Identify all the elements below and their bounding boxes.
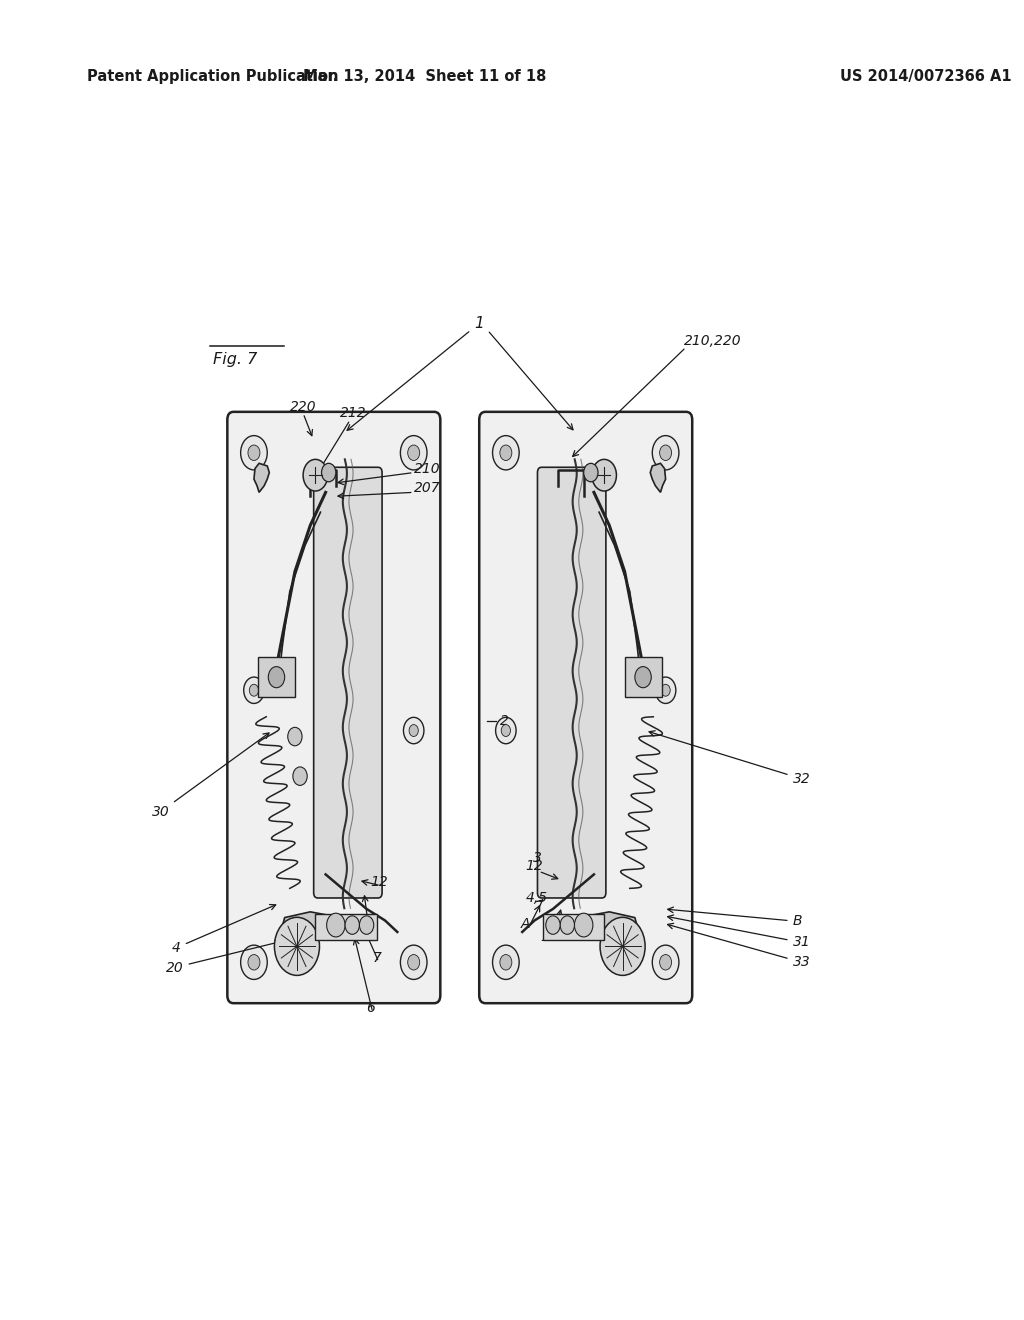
Circle shape — [600, 917, 645, 975]
Text: 1: 1 — [474, 315, 484, 331]
Circle shape — [659, 954, 672, 970]
Circle shape — [244, 677, 264, 704]
Polygon shape — [283, 912, 331, 937]
Circle shape — [500, 954, 512, 970]
Text: 20: 20 — [166, 940, 281, 974]
Circle shape — [403, 717, 424, 743]
Text: 12: 12 — [525, 859, 544, 873]
Text: 210: 210 — [414, 462, 440, 475]
FancyBboxPatch shape — [313, 467, 382, 898]
Circle shape — [322, 463, 336, 482]
Circle shape — [268, 667, 285, 688]
Circle shape — [345, 916, 359, 935]
Circle shape — [546, 916, 560, 935]
Circle shape — [652, 436, 679, 470]
Circle shape — [248, 954, 260, 970]
Text: 207: 207 — [414, 482, 440, 495]
Text: 11: 11 — [540, 931, 558, 944]
Text: 7: 7 — [373, 952, 381, 965]
Circle shape — [400, 945, 427, 979]
Circle shape — [635, 667, 651, 688]
Circle shape — [493, 436, 519, 470]
Circle shape — [288, 727, 302, 746]
Circle shape — [662, 684, 670, 696]
Circle shape — [655, 677, 676, 704]
Bar — [258, 657, 295, 697]
Text: 33: 33 — [668, 923, 810, 969]
Circle shape — [241, 945, 267, 979]
Text: 2: 2 — [500, 714, 509, 727]
Circle shape — [592, 459, 616, 491]
Circle shape — [409, 725, 419, 737]
Circle shape — [408, 445, 420, 461]
Text: 31: 31 — [668, 915, 810, 949]
Circle shape — [652, 945, 679, 979]
Text: 12: 12 — [370, 875, 388, 888]
Bar — [315, 913, 377, 940]
Circle shape — [293, 767, 307, 785]
Circle shape — [241, 436, 267, 470]
Text: 30: 30 — [152, 733, 269, 818]
Circle shape — [493, 945, 519, 979]
Circle shape — [303, 459, 328, 491]
Text: 220: 220 — [290, 400, 316, 413]
Text: 4: 4 — [172, 904, 275, 954]
Text: B: B — [668, 907, 802, 928]
Circle shape — [408, 954, 420, 970]
Circle shape — [496, 717, 516, 743]
Text: Mar. 13, 2014  Sheet 11 of 18: Mar. 13, 2014 Sheet 11 of 18 — [303, 69, 547, 84]
Circle shape — [560, 916, 574, 935]
Circle shape — [248, 445, 260, 461]
Text: 3: 3 — [532, 851, 542, 865]
Circle shape — [274, 917, 319, 975]
FancyBboxPatch shape — [227, 412, 440, 1003]
Text: 6: 6 — [367, 1002, 375, 1015]
Bar — [543, 913, 604, 940]
Text: 32: 32 — [649, 731, 810, 785]
Text: Patent Application Publication: Patent Application Publication — [87, 69, 339, 84]
Circle shape — [359, 916, 374, 935]
FancyBboxPatch shape — [538, 467, 606, 898]
Circle shape — [584, 463, 598, 482]
Polygon shape — [589, 912, 637, 937]
Polygon shape — [650, 463, 666, 492]
Text: A: A — [521, 917, 530, 931]
Circle shape — [502, 725, 510, 737]
Bar — [625, 657, 662, 697]
Text: US 2014/0072366 A1: US 2014/0072366 A1 — [840, 69, 1012, 84]
Text: 4,5: 4,5 — [525, 891, 548, 904]
Text: 210,220: 210,220 — [684, 334, 741, 347]
Text: Fig. 7: Fig. 7 — [213, 351, 257, 367]
Text: 11: 11 — [357, 917, 376, 931]
FancyBboxPatch shape — [479, 412, 692, 1003]
Text: 212: 212 — [340, 407, 367, 420]
Polygon shape — [254, 463, 269, 492]
Circle shape — [659, 445, 672, 461]
Circle shape — [400, 436, 427, 470]
Circle shape — [327, 913, 345, 937]
Circle shape — [250, 684, 258, 696]
Circle shape — [574, 913, 593, 937]
Circle shape — [500, 445, 512, 461]
